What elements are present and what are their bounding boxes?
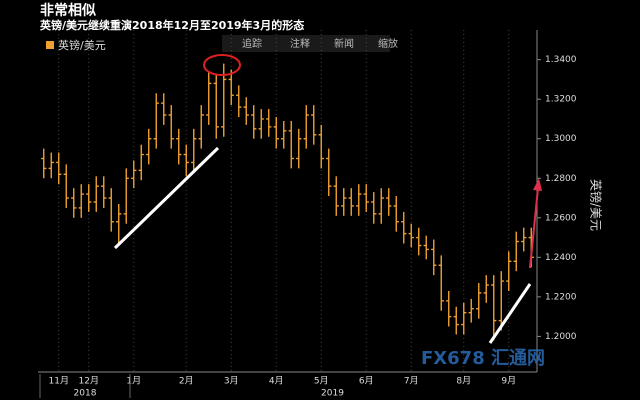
x-tick-label: 8月	[456, 376, 471, 387]
y-tick-label: 1.2600	[545, 213, 577, 223]
x-tick-label: 11月	[49, 376, 69, 387]
y-tick-label: 1.2000	[545, 332, 577, 342]
year-label: 2019	[321, 389, 344, 399]
toolbar-button[interactable]: 注释	[290, 37, 310, 50]
x-tick-label: 1月	[126, 376, 141, 387]
y-tick-label: 1.2800	[545, 174, 577, 184]
x-tick-label: 4月	[269, 376, 284, 387]
legend-swatch	[46, 41, 54, 49]
trend-line	[488, 283, 532, 344]
trend-line	[113, 146, 220, 250]
highlight-ellipse	[203, 54, 241, 76]
x-tick-label: 5月	[314, 376, 329, 387]
x-tick-label: 12月	[79, 376, 99, 387]
toolbar-button[interactable]: 缩放	[378, 37, 398, 50]
x-tick-label: 6月	[359, 376, 374, 387]
toolbar-button[interactable]: 追踪	[242, 37, 262, 50]
x-tick-label: 3月	[224, 376, 239, 387]
year-label: 2018	[74, 389, 97, 399]
y-tick-label: 1.3000	[545, 134, 577, 144]
y-axis-label: 英镑/美元	[589, 179, 604, 231]
x-tick-label: 2月	[179, 376, 194, 387]
legend-label: 英镑/美元	[58, 38, 106, 52]
chart-subtitle: 英镑/美元继续重演2018年12月至2019年3月的形态	[39, 18, 304, 32]
toolbar-button[interactable]: 新闻	[334, 37, 354, 50]
y-tick-label: 1.3200	[545, 95, 577, 105]
arrow-line	[529, 187, 539, 269]
watermark: FX678 汇通网	[421, 348, 545, 369]
y-tick-label: 1.2200	[545, 292, 577, 302]
arrow-head	[533, 178, 542, 191]
toolbar	[222, 35, 390, 52]
x-tick-label: 9月	[501, 376, 516, 387]
x-tick-label: 7月	[404, 376, 419, 387]
y-tick-label: 1.2400	[545, 253, 577, 263]
y-tick-label: 1.3400	[545, 55, 577, 65]
chart-title: 非常相似	[40, 2, 96, 19]
